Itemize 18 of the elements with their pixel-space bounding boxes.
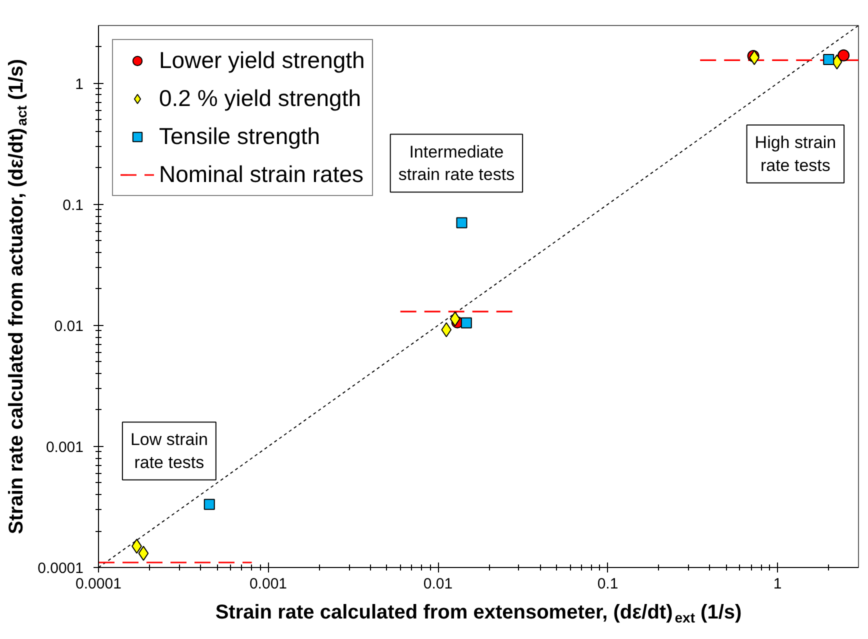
legend-label: Nominal strain rates — [159, 161, 364, 188]
y-tick-label: 0.1 — [62, 196, 84, 214]
x-tick-label: 0.01 — [423, 576, 453, 592]
x-tick-label: 0.1 — [597, 576, 618, 592]
annotation: High strain rate tests — [754, 133, 836, 175]
y-axis-title: Strain rate calculated from actuator, (dε/dt)act (1/s) — [6, 58, 30, 534]
y-tick-label: 0.001 — [46, 438, 84, 456]
legend-label: Lower yield strength — [159, 47, 365, 74]
y-tick-label: 0.0001 — [38, 560, 84, 577]
y-tick-label: 1 — [75, 76, 84, 93]
y-tick-label: 0.01 — [54, 318, 84, 335]
x-tick-label: 1 — [773, 576, 782, 592]
annotation: Low strain rate tests — [130, 430, 208, 472]
legend-label: Tensile strength — [159, 123, 320, 150]
legend-label: 0.2 % yield strength — [159, 85, 362, 112]
x-tick-label: 0.001 — [249, 576, 288, 592]
annotation: Intermediate strain rate tests — [398, 142, 515, 184]
x-tick-label: 0.0001 — [76, 576, 122, 592]
